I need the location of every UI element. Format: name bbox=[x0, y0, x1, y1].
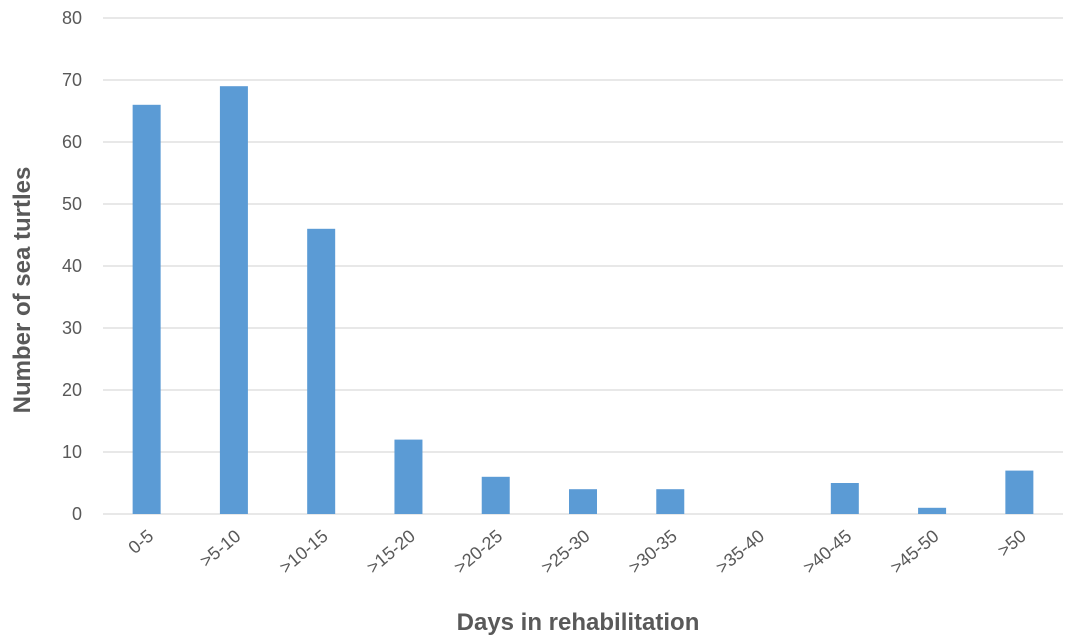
x-tick-label: >5-10 bbox=[196, 526, 245, 571]
bar bbox=[219, 86, 248, 514]
bar bbox=[918, 507, 947, 514]
bar bbox=[656, 489, 685, 514]
y-tick-label: 10 bbox=[62, 442, 82, 462]
bar bbox=[1005, 470, 1034, 514]
y-tick-label: 20 bbox=[62, 380, 82, 400]
bars bbox=[132, 86, 1034, 515]
x-tick-label: >50 bbox=[994, 526, 1030, 561]
x-tick-label: >25-30 bbox=[537, 526, 593, 578]
x-axis-title: Days in rehabilitation bbox=[457, 609, 700, 636]
bar bbox=[307, 228, 336, 515]
x-tick-label: >10-15 bbox=[276, 526, 332, 578]
y-tick-label: 50 bbox=[62, 194, 82, 214]
y-tick-label: 0 bbox=[72, 504, 82, 524]
x-tick-label: >15-20 bbox=[363, 526, 419, 578]
y-axis-title: Number of sea turtles bbox=[9, 167, 36, 414]
x-tick-label: >20-25 bbox=[450, 526, 506, 578]
x-tick-label: 0-5 bbox=[124, 526, 157, 558]
y-tick-label: 80 bbox=[62, 8, 82, 28]
x-tick-label: >45-50 bbox=[886, 526, 942, 578]
bar bbox=[394, 439, 423, 514]
gridlines bbox=[103, 17, 1063, 515]
x-tick-label: >30-35 bbox=[625, 526, 681, 578]
y-tick-label: 40 bbox=[62, 256, 82, 276]
y-tick-label: 70 bbox=[62, 70, 82, 90]
bar bbox=[569, 489, 597, 514]
x-tick-label: >35-40 bbox=[712, 526, 768, 578]
y-tick-label: 60 bbox=[62, 132, 82, 152]
y-tick-label: 30 bbox=[62, 318, 82, 338]
bar bbox=[481, 476, 510, 514]
bar bbox=[132, 104, 161, 515]
bar bbox=[830, 483, 859, 514]
y-tick-labels: 0 10 20 30 40 50 60 70 80 bbox=[62, 8, 82, 524]
x-tick-label: >40-45 bbox=[799, 526, 855, 578]
x-tick-labels: 0-5 >5-10 >10-15 >15-20 >20-25 >25-30 >30-35 >3… bbox=[124, 526, 1030, 578]
